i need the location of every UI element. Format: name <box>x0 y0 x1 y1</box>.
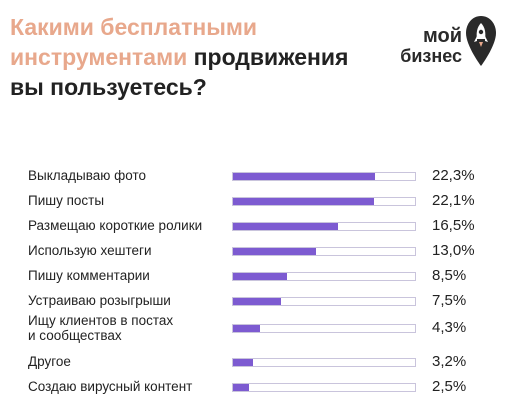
bar-value-label: 22,1% <box>432 192 475 209</box>
bar <box>233 273 287 280</box>
bar-value-label: 3,2% <box>432 353 467 370</box>
bar <box>233 298 281 305</box>
bar <box>233 223 338 230</box>
bar-label: Пишу комментарии <box>28 268 150 283</box>
bar-track <box>232 383 416 392</box>
bar-track <box>232 197 416 206</box>
rocket-pin-icon <box>466 16 496 66</box>
bar-value-label: 16,5% <box>432 217 475 234</box>
moi-biznes-logo: мой бизнес <box>384 14 500 70</box>
bar-track <box>232 358 416 367</box>
title-dark-line3: вы пользуетесь? <box>10 74 207 100</box>
bar-label: Выкладываю фото <box>28 168 146 183</box>
bar-label: Ищу клиентов в постах и сообществах <box>28 313 174 343</box>
bar-label: Пишу посты <box>28 193 105 208</box>
bar-value-label: 13,0% <box>432 242 475 259</box>
bar-track <box>232 297 416 306</box>
bar-label: Создаю вирусный контент <box>28 379 193 394</box>
bar-label: Устраиваю розыгрыши <box>28 293 171 308</box>
bar-track <box>232 324 416 333</box>
bar-track <box>232 172 416 181</box>
bar-label: Размещаю короткие ролики <box>28 218 203 233</box>
bar <box>233 173 375 180</box>
bar-label: Использую хештеги <box>28 243 152 258</box>
bar <box>233 325 260 332</box>
bar <box>233 198 374 205</box>
bar-value-label: 2,5% <box>432 378 467 395</box>
chart-title: Какими бесплатными инструментами продвиже… <box>10 12 370 102</box>
bar-track <box>232 247 416 256</box>
bar <box>233 384 249 391</box>
bar-value-label: 22,3% <box>432 167 475 184</box>
bar-label: Другое <box>28 354 71 369</box>
bar-track <box>232 272 416 281</box>
bar-value-label: 8,5% <box>432 267 467 284</box>
bar-value-label: 7,5% <box>432 292 467 309</box>
title-accent-line1: Какими бесплатными <box>10 14 258 40</box>
bar <box>233 248 316 255</box>
logo-line1: мой <box>422 25 462 47</box>
logo-line2: бизнес <box>400 46 462 66</box>
title-accent-line2: инструментами <box>10 44 188 70</box>
bar <box>233 359 253 366</box>
bar-track <box>232 222 416 231</box>
title-dark-line2: продвижения <box>187 44 349 70</box>
bar-value-label: 4,3% <box>432 319 467 336</box>
